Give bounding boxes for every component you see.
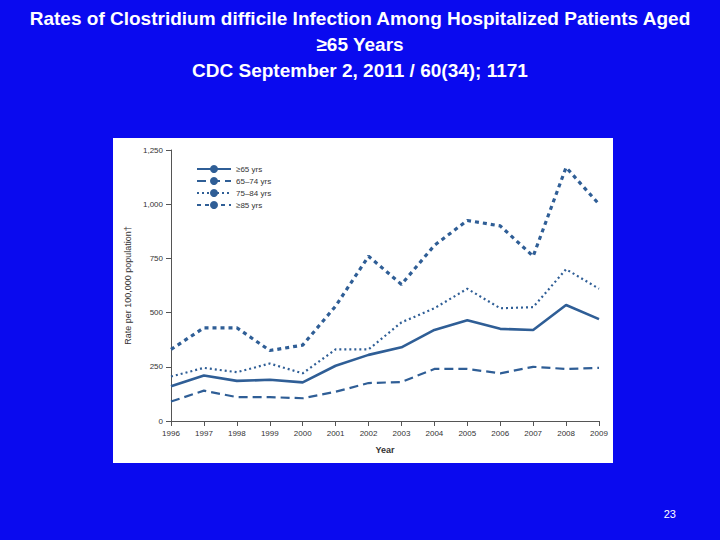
svg-text:2008: 2008 bbox=[557, 429, 575, 438]
svg-text:2009: 2009 bbox=[590, 429, 608, 438]
svg-text:≥65 yrs: ≥65 yrs bbox=[236, 165, 262, 174]
svg-text:2005: 2005 bbox=[458, 429, 476, 438]
html-text:Rates of Clostridium difficile: Rates of Clostridium difficile Infection… bbox=[29, 8, 691, 55]
svg-text:0: 0 bbox=[159, 417, 164, 426]
svg-text:1997: 1997 bbox=[195, 429, 213, 438]
svg-text:1999: 1999 bbox=[261, 429, 279, 438]
html-text:CDC September 2, 2011 / 60(34): CDC September 2, 2011 / 60(34); 1171 bbox=[192, 60, 528, 81]
svg-text:Rate per 100,000 population†: Rate per 100,000 population† bbox=[123, 226, 133, 345]
svg-text:1998: 1998 bbox=[228, 429, 246, 438]
svg-text:750: 750 bbox=[150, 254, 164, 263]
svg-text:1,250: 1,250 bbox=[143, 146, 164, 155]
svg-text:≥85 yrs: ≥85 yrs bbox=[236, 201, 262, 210]
svg-text:1,000: 1,000 bbox=[143, 200, 164, 209]
svg-text:Year: Year bbox=[375, 445, 395, 455]
svg-text:500: 500 bbox=[150, 308, 164, 317]
svg-text:65–74 yrs: 65–74 yrs bbox=[236, 177, 271, 186]
svg-text:2004: 2004 bbox=[425, 429, 443, 438]
svg-text:2002: 2002 bbox=[360, 429, 378, 438]
html-text:23: 23 bbox=[663, 508, 676, 520]
svg-text:2007: 2007 bbox=[524, 429, 542, 438]
svg-text:2003: 2003 bbox=[393, 429, 411, 438]
svg-text:2001: 2001 bbox=[327, 429, 345, 438]
svg-text:250: 250 bbox=[150, 362, 164, 371]
svg-text:75–84 yrs: 75–84 yrs bbox=[236, 189, 271, 198]
svg-text:2006: 2006 bbox=[491, 429, 509, 438]
svg-text:1996: 1996 bbox=[162, 429, 180, 438]
svg-text:2000: 2000 bbox=[294, 429, 312, 438]
